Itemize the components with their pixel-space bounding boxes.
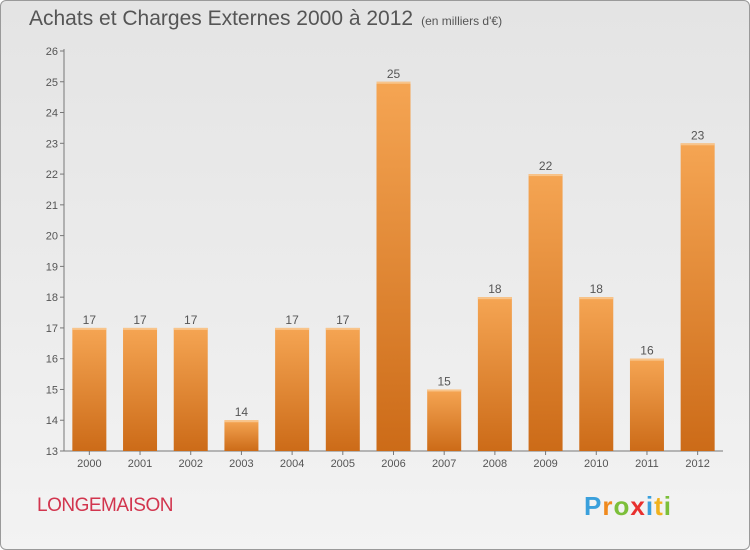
bar-highlight bbox=[528, 174, 563, 177]
bar-highlight bbox=[173, 327, 208, 330]
bar-highlight bbox=[427, 389, 462, 392]
proxiti-logo: Proxiti bbox=[584, 491, 672, 522]
bar-highlight bbox=[72, 327, 107, 330]
data-label: 23 bbox=[691, 128, 705, 142]
x-tick-label: 2005 bbox=[331, 458, 355, 470]
x-tick-label: 2006 bbox=[381, 458, 405, 470]
bar bbox=[173, 327, 208, 451]
bar-highlight bbox=[275, 327, 310, 330]
bar-highlight bbox=[224, 420, 259, 423]
bar bbox=[579, 297, 614, 451]
y-tick-label: 20 bbox=[46, 231, 58, 243]
bar-highlight bbox=[376, 81, 411, 84]
y-tick-label: 17 bbox=[46, 323, 58, 335]
bar-highlight bbox=[579, 297, 614, 300]
bar-highlight bbox=[325, 327, 360, 330]
x-tick-label: 2002 bbox=[178, 458, 202, 470]
y-tick-label: 21 bbox=[46, 200, 58, 212]
x-tick-label: 2003 bbox=[229, 458, 253, 470]
data-label: 16 bbox=[640, 344, 654, 358]
unit-note: (en milliers d'€) bbox=[421, 14, 503, 28]
data-label: 25 bbox=[387, 67, 401, 81]
bar bbox=[528, 174, 563, 452]
x-tick-label: 2010 bbox=[584, 458, 608, 470]
bar bbox=[224, 420, 259, 451]
logo-letter: o bbox=[613, 491, 631, 521]
y-tick-label: 23 bbox=[46, 138, 58, 150]
data-label: 18 bbox=[590, 282, 604, 296]
bar bbox=[629, 358, 664, 451]
y-tick-label: 16 bbox=[46, 354, 58, 366]
chart-title: Achats et Charges Externes 2000 à 2012 (e… bbox=[29, 7, 503, 30]
data-label: 22 bbox=[539, 159, 553, 173]
bar bbox=[123, 327, 158, 451]
y-tick-label: 19 bbox=[46, 261, 58, 273]
bar bbox=[427, 389, 462, 451]
bar-highlight bbox=[680, 143, 715, 146]
x-tick-label: 2011 bbox=[635, 458, 659, 470]
logo-letter: x bbox=[630, 491, 646, 521]
y-tick-label: 18 bbox=[46, 292, 58, 304]
bar-highlight bbox=[477, 297, 512, 300]
x-tick-label: 2004 bbox=[280, 458, 304, 470]
data-label: 14 bbox=[235, 405, 249, 419]
bar-highlight bbox=[629, 358, 664, 361]
logo-letter: i bbox=[663, 491, 672, 521]
bar bbox=[275, 327, 310, 451]
logo-letter: r bbox=[602, 491, 614, 521]
logo-letter: i bbox=[645, 491, 655, 521]
town-name: LONGEMAISON bbox=[37, 495, 173, 516]
x-tick-label: 2008 bbox=[483, 458, 507, 470]
data-label: 18 bbox=[488, 282, 502, 296]
data-label: 17 bbox=[336, 313, 350, 327]
x-tick-label: 2001 bbox=[128, 458, 152, 470]
x-tick-label: 2000 bbox=[77, 458, 101, 470]
bar bbox=[376, 81, 411, 452]
x-tick-label: 2007 bbox=[432, 458, 456, 470]
y-tick-label: 22 bbox=[46, 169, 58, 181]
logo-letter: t bbox=[654, 491, 664, 521]
y-tick-label: 26 bbox=[46, 46, 58, 58]
y-tick-label: 13 bbox=[46, 446, 58, 458]
bar bbox=[72, 327, 107, 451]
y-tick-label: 15 bbox=[46, 384, 58, 396]
data-label: 17 bbox=[133, 313, 147, 327]
y-tick-label: 25 bbox=[46, 77, 58, 89]
y-tick-label: 14 bbox=[46, 415, 58, 427]
x-tick-label: 2009 bbox=[533, 458, 557, 470]
bar-highlight bbox=[123, 327, 158, 330]
x-tick-label: 2012 bbox=[685, 458, 709, 470]
data-label: 17 bbox=[285, 313, 299, 327]
bar bbox=[477, 297, 512, 451]
bar bbox=[325, 327, 360, 451]
bar bbox=[680, 143, 715, 452]
data-label: 17 bbox=[184, 313, 198, 327]
data-label: 17 bbox=[83, 313, 97, 327]
data-label: 15 bbox=[438, 374, 452, 388]
logo-letter: P bbox=[584, 491, 603, 521]
y-tick-label: 24 bbox=[46, 108, 58, 120]
